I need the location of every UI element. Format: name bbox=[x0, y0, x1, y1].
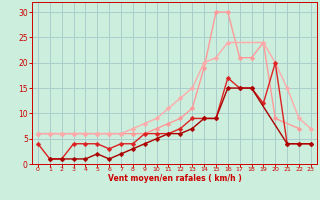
X-axis label: Vent moyen/en rafales ( km/h ): Vent moyen/en rafales ( km/h ) bbox=[108, 174, 241, 183]
